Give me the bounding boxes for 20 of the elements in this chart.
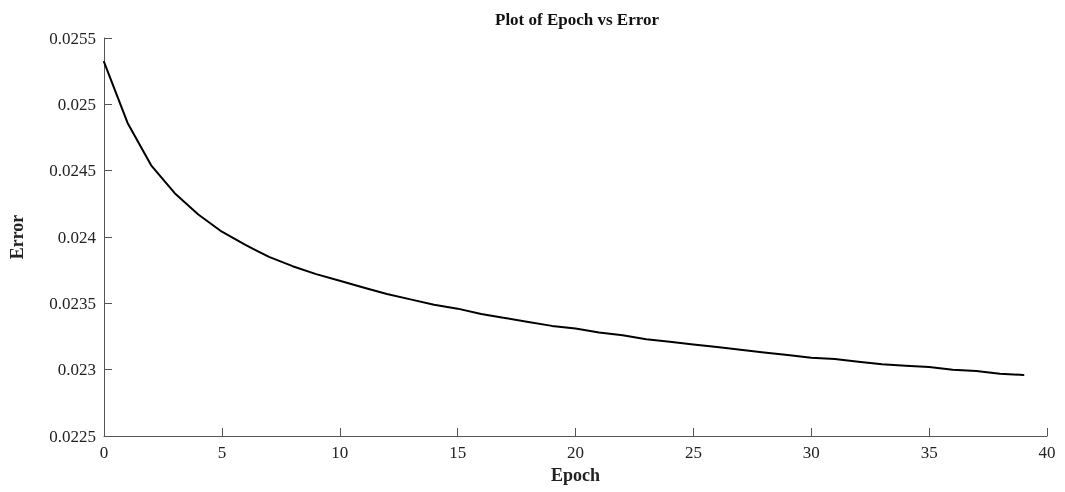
- line-series: [103, 60, 1025, 376]
- y-tick-label: 0.0255: [49, 28, 96, 48]
- x-tick-label: 25: [684, 443, 702, 462]
- x-tick-label: 30: [802, 443, 820, 462]
- x-tick-label: 20: [567, 443, 584, 462]
- x-tick-label: 40: [1038, 443, 1056, 462]
- y-axis-title: Error: [7, 214, 27, 260]
- y-tick-label: 0.0235: [49, 293, 96, 313]
- y-tick-label: 0.024: [57, 227, 97, 247]
- x-tick-label: 0: [99, 443, 109, 462]
- y-tick-label: 0.025: [57, 94, 96, 114]
- y-tick-label: 0.0225: [49, 426, 96, 446]
- y-tick-label: 0.0245: [49, 161, 96, 181]
- x-tick-label: 35: [920, 443, 938, 462]
- x-tick-label: 5: [217, 443, 227, 462]
- x-tick-label: 15: [449, 443, 467, 462]
- x-axis-title: Epoch: [550, 464, 601, 485]
- y-tick-label: 0.023: [57, 360, 96, 380]
- chart-title: Plot of Epoch vs Error: [494, 10, 660, 29]
- x-tick-label: 10: [331, 443, 349, 462]
